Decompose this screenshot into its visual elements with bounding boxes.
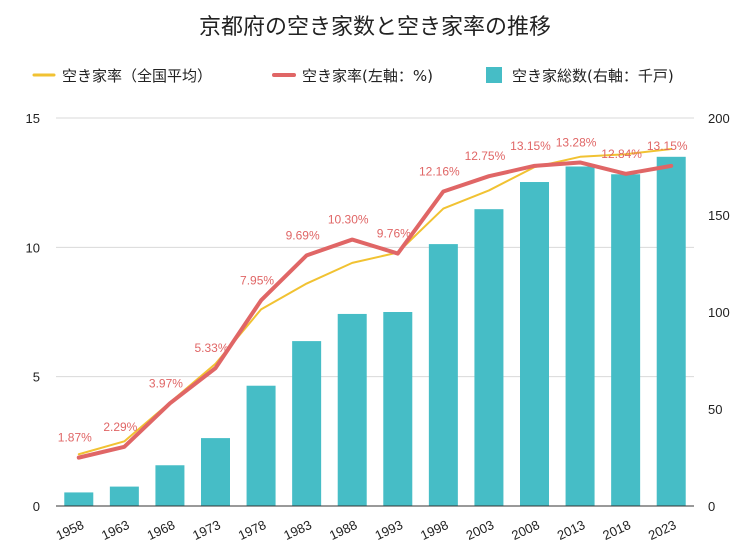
x-axis-tick-label: 1968 [145, 517, 178, 543]
data-label: 13.15% [510, 139, 551, 153]
right-axis-tick-label: 100 [708, 305, 730, 320]
x-axis-tick-label: 1988 [327, 517, 360, 543]
bar [201, 438, 230, 506]
series-line-kyoto-vacancy-rate [76, 160, 674, 460]
left-axis-tick-label: 15 [26, 111, 40, 126]
x-axis-tick-label: 2023 [646, 517, 679, 543]
bar [292, 341, 322, 506]
x-axis-tick-label: 2008 [509, 517, 542, 543]
data-label: 12.16% [419, 164, 460, 178]
bar [383, 312, 413, 506]
bars [64, 156, 686, 507]
lines [76, 148, 674, 460]
x-axis-tick-label: 2013 [555, 517, 588, 543]
left-axis-tick-label: 0 [33, 499, 40, 514]
x-axis-tick-label: 1963 [99, 517, 132, 543]
data-label: 7.95% [240, 273, 274, 287]
x-axis-tick-label: 1983 [281, 517, 314, 543]
legend-swatch [486, 67, 502, 83]
data-label: 13.15% [647, 139, 688, 153]
x-axis-tick-label: 1973 [190, 517, 223, 543]
data-label: 1.87% [58, 431, 92, 445]
right-axis-tick-label: 150 [708, 208, 730, 223]
legend-label: 空き家率(左軸：%) [302, 67, 433, 85]
bar [109, 486, 139, 506]
x-axis-tick-label: 1998 [418, 517, 451, 543]
data-labels: 1.87% 2.29% 3.97% 5.33% 7.95% 9.69% 10.30% 9.76… [58, 135, 688, 444]
bar [656, 156, 686, 507]
data-label: 5.33% [194, 341, 228, 355]
data-label: 12.84% [601, 147, 642, 161]
bar [565, 166, 595, 506]
x-axis-tick-label: 2003 [464, 517, 497, 543]
x-axis-tick-label: 1958 [54, 517, 87, 543]
right-axis-tick-label: 0 [708, 499, 715, 514]
bar [155, 465, 185, 506]
data-label: 9.69% [286, 228, 320, 242]
data-label: 9.76% [377, 227, 411, 241]
bar [337, 313, 367, 506]
x-axis-tick-label: 1993 [373, 517, 406, 543]
right-axis-tick-label: 50 [708, 402, 722, 417]
bar [246, 385, 276, 506]
left-axis-tick-label: 5 [33, 370, 40, 385]
x-axis-tick-label: 1978 [236, 517, 269, 543]
bar [611, 174, 641, 506]
bar [474, 209, 504, 506]
legend-item: 空き家率（全国平均） [32, 67, 212, 85]
data-label: 2.29% [103, 420, 137, 434]
x-axis-tick-label: 2018 [600, 517, 633, 543]
data-label: 13.28% [556, 135, 597, 149]
bar [520, 182, 549, 506]
legend-label: 空き家率（全国平均） [62, 67, 212, 85]
legend-item: 空き家総数(右軸：千戸) [486, 67, 674, 85]
data-label: 10.30% [328, 213, 369, 227]
data-label: 12.75% [465, 149, 506, 163]
legend-label: 空き家総数(右軸：千戸) [512, 67, 674, 85]
legend: 空き家率（全国平均） 空き家率(左軸：%) 空き家総数(右軸：千戸) [32, 67, 674, 85]
bar [428, 244, 458, 506]
bar [64, 492, 94, 506]
grid [56, 117, 694, 507]
left-axis-tick-label: 10 [26, 240, 40, 255]
chart-title: 京都府の空き家数と空き家率の推移 [199, 15, 551, 40]
data-label: 3.97% [149, 376, 183, 390]
legend-item: 空き家率(左軸：%) [272, 67, 433, 85]
right-axis-tick-label: 200 [708, 111, 730, 126]
